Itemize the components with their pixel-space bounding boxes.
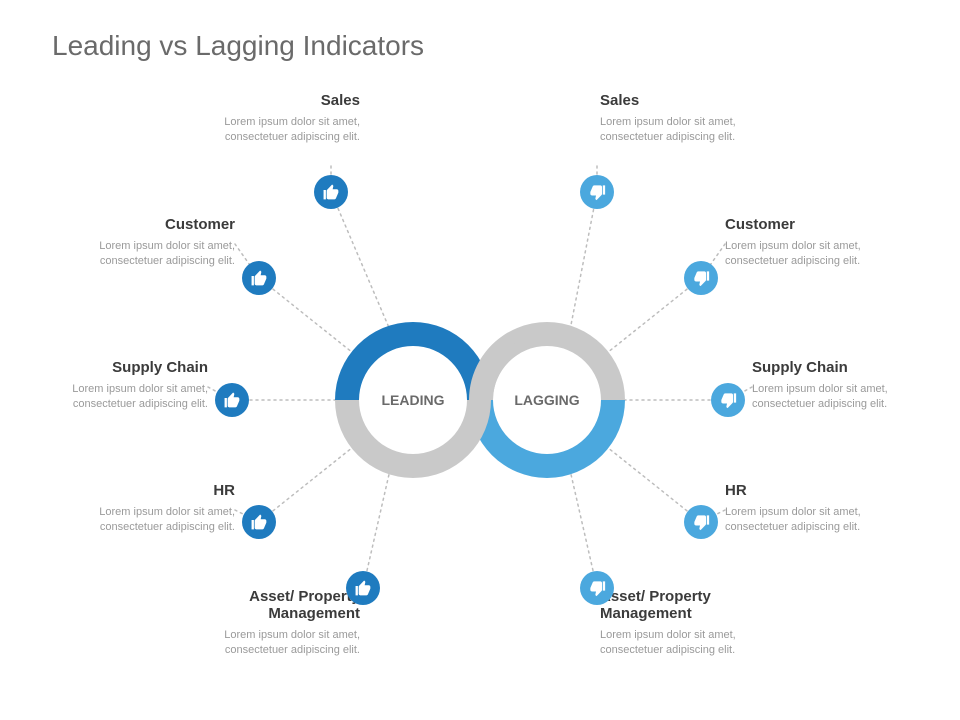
left-item-customer: Customer Lorem ipsum dolor sit amet, cons… (65, 216, 235, 269)
item-body: Lorem ipsum dolor sit amet, consectetuer… (65, 505, 235, 535)
item-body: Lorem ipsum dolor sit amet, consectetuer… (190, 628, 360, 658)
item-title: Customer (725, 216, 895, 233)
item-title: Customer (65, 216, 235, 233)
item-title: Supply Chain (38, 359, 208, 376)
right-item-hr: HR Lorem ipsum dolor sit amet, consectetu… (725, 482, 895, 535)
lagging-label: LAGGING (514, 392, 579, 408)
item-body: Lorem ipsum dolor sit amet, consectetuer… (725, 505, 895, 535)
thumbs-up-icon (242, 261, 276, 295)
thumbs-down-icon (580, 175, 614, 209)
right-item-asset: Asset/ Property Management Lorem ipsum do… (600, 588, 770, 658)
leading-label: LEADING (382, 392, 445, 408)
thumbs-down-icon (684, 261, 718, 295)
infographic-stage: { "title": { "text": "Leading vs Lagging… (0, 0, 960, 720)
right-item-supply: Supply Chain Lorem ipsum dolor sit amet, … (752, 359, 922, 412)
item-title: HR (65, 482, 235, 499)
item-body: Lorem ipsum dolor sit amet, consectetuer… (600, 115, 770, 145)
left-item-asset: Asset/ Property Management Lorem ipsum do… (190, 588, 360, 658)
item-title: HR (725, 482, 895, 499)
item-body: Lorem ipsum dolor sit amet, consectetuer… (38, 382, 208, 412)
item-title: Sales (190, 92, 360, 109)
thumbs-up-icon (346, 571, 380, 605)
item-body: Lorem ipsum dolor sit amet, consectetuer… (600, 628, 770, 658)
item-body: Lorem ipsum dolor sit amet, consectetuer… (65, 239, 235, 269)
left-item-hr: HR Lorem ipsum dolor sit amet, consectetu… (65, 482, 235, 535)
item-body: Lorem ipsum dolor sit amet, consectetuer… (725, 239, 895, 269)
right-item-customer: Customer Lorem ipsum dolor sit amet, cons… (725, 216, 895, 269)
thumbs-down-icon (580, 571, 614, 605)
thumbs-down-icon (684, 505, 718, 539)
thumbs-down-icon (711, 383, 745, 417)
item-body: Lorem ipsum dolor sit amet, consectetuer… (752, 382, 922, 412)
item-title: Sales (600, 92, 770, 109)
left-item-supply: Supply Chain Lorem ipsum dolor sit amet, … (38, 359, 208, 412)
page-title: Leading vs Lagging Indicators (52, 30, 424, 62)
thumbs-up-icon (242, 505, 276, 539)
item-title: Supply Chain (752, 359, 922, 376)
thumbs-up-icon (215, 383, 249, 417)
left-item-sales: Sales Lorem ipsum dolor sit amet, consect… (190, 92, 360, 145)
right-item-sales: Sales Lorem ipsum dolor sit amet, consect… (600, 92, 770, 145)
item-title: Asset/ Property Management (600, 588, 770, 622)
item-title: Asset/ Property Management (190, 588, 360, 622)
thumbs-up-icon (314, 175, 348, 209)
item-body: Lorem ipsum dolor sit amet, consectetuer… (190, 115, 360, 145)
